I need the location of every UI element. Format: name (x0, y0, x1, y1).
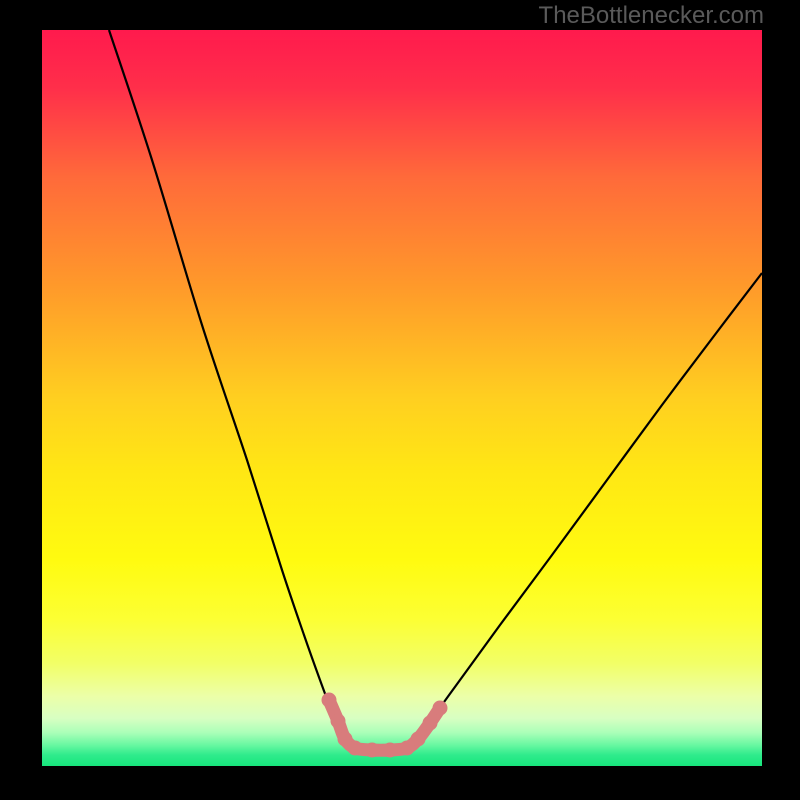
range-marker-dot (348, 741, 363, 756)
range-marker-dot (365, 743, 380, 758)
watermark-text: TheBottlenecker.com (539, 2, 764, 30)
range-marker-dot (331, 714, 346, 729)
range-marker-dot (322, 693, 337, 708)
range-marker-dot (433, 701, 448, 716)
range-marker-dot (423, 716, 438, 731)
range-marker-dot (383, 743, 398, 758)
curve-overlay (42, 30, 762, 766)
plot-area (42, 30, 762, 766)
range-marker-dot (411, 732, 426, 747)
bottleneck-curve (109, 30, 762, 748)
